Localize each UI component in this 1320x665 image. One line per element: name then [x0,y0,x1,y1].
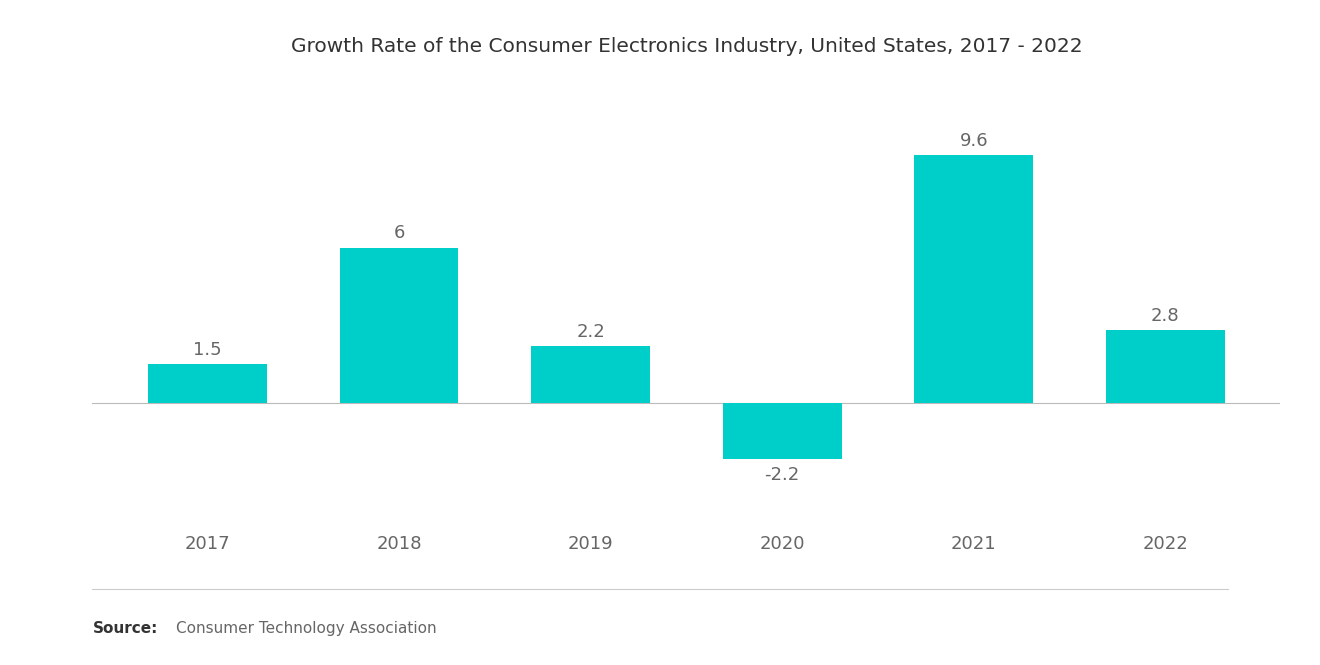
Bar [148,364,267,402]
Bar [531,346,649,402]
Bar [1106,331,1225,402]
Text: 2.8: 2.8 [1151,307,1180,325]
Text: 9.6: 9.6 [960,132,989,150]
Bar [339,247,458,402]
Bar [915,155,1034,402]
Title: Growth Rate of the Consumer Electronics Industry, United States, 2017 - 2022: Growth Rate of the Consumer Electronics … [290,37,1082,56]
Text: Consumer Technology Association: Consumer Technology Association [176,621,436,636]
Text: -2.2: -2.2 [764,465,800,483]
Bar [723,402,842,460]
Text: 2.2: 2.2 [577,323,605,340]
Text: Source:: Source: [92,621,158,636]
Text: 6: 6 [393,225,405,243]
Text: 1.5: 1.5 [193,340,222,358]
